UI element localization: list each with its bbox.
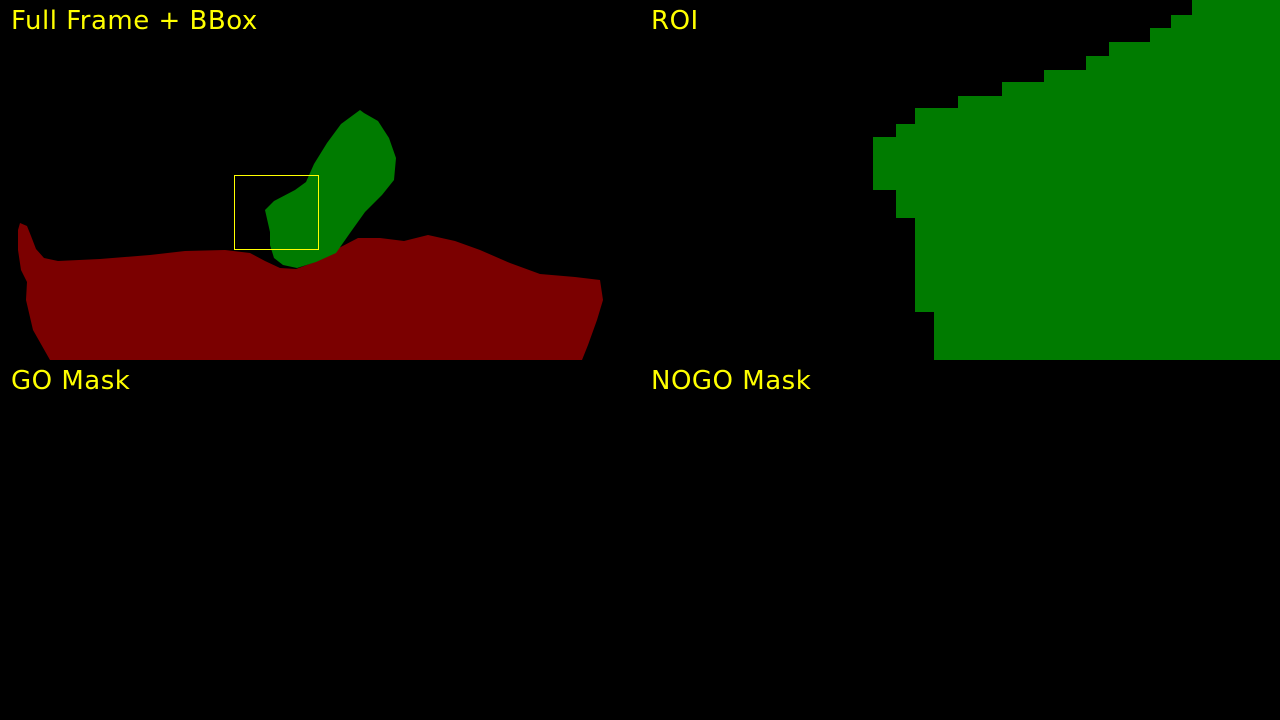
roi-go-region xyxy=(873,0,1280,360)
bbox-rectangle xyxy=(234,175,319,250)
roi-panel: ROI xyxy=(640,0,1280,360)
full-frame-panel: Full Frame + BBox xyxy=(0,0,640,360)
nogo-mask-panel: NOGO Mask xyxy=(640,360,1280,720)
roi-label: ROI xyxy=(651,6,699,36)
full-frame-canvas xyxy=(18,110,603,360)
roi-canvas xyxy=(873,0,1280,360)
go-mask-label: GO Mask xyxy=(11,366,131,396)
go-region xyxy=(265,110,396,268)
go-mask-panel: GO Mask xyxy=(0,360,640,720)
full-frame-label: Full Frame + BBox xyxy=(11,6,258,36)
nogo-mask-label: NOGO Mask xyxy=(651,366,812,396)
nogo-region xyxy=(18,223,603,360)
